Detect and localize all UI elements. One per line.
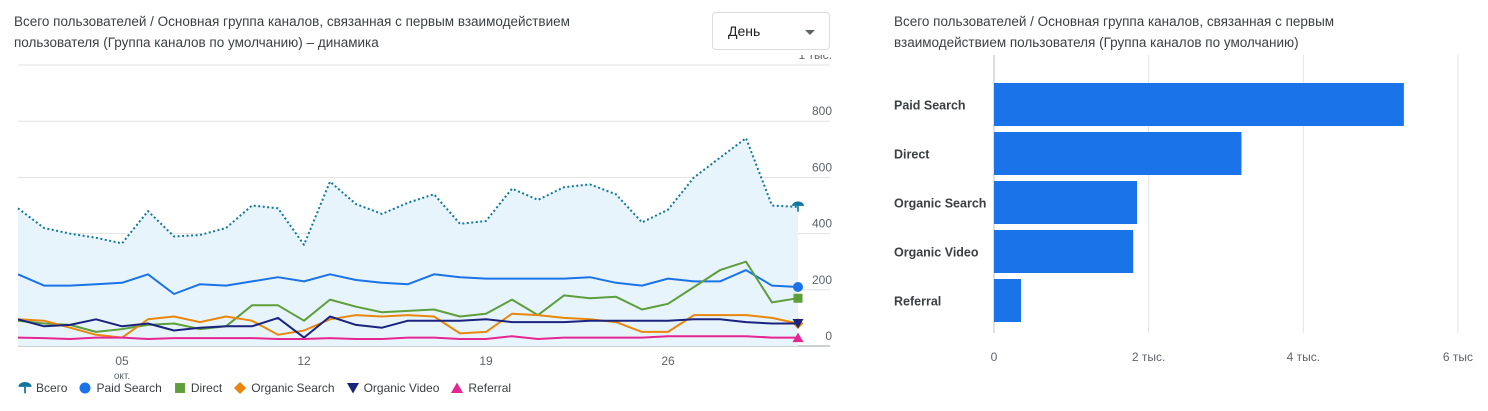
line-chart-title: Всего пользователей / Основная группа ка…	[14, 14, 570, 50]
bar-category-label: Referral	[894, 295, 941, 309]
circle-icon	[79, 382, 91, 394]
y-tick-label: 1 тыс.	[799, 55, 832, 62]
bar[interactable]	[994, 181, 1138, 224]
x-tick-sublabel: окт.	[114, 371, 130, 380]
y-tick-label: 200	[812, 273, 832, 287]
bar-chart: 0 2 тыс. 4 тыс. 6 тыс Paid Search Direct Organ…	[894, 55, 1473, 364]
x-tick-label: 0	[991, 350, 998, 364]
bar-chart-title: Всего пользователей / Основная группа ка…	[894, 14, 1335, 50]
x-tick-label: 4 тыс.	[1287, 350, 1320, 364]
bar-category-label: Paid Search	[894, 99, 966, 113]
y-tick-label: 0	[825, 329, 832, 343]
square-icon	[174, 383, 185, 393]
series-line-paid-search	[17, 269, 799, 295]
series-line-referral	[17, 335, 798, 340]
y-tick-label: 400	[812, 217, 832, 231]
series-end-marker	[793, 281, 803, 292]
x-tick-label: 6 тыс	[1443, 350, 1473, 364]
triangle-down-icon	[346, 383, 359, 394]
series-line-organic-search	[17, 312, 799, 339]
series-end-marker	[792, 201, 804, 212]
x-tick-label: 05	[115, 354, 129, 368]
pin-cap	[18, 381, 32, 387]
bar-category-label: Organic Video	[894, 246, 979, 260]
legend-label: Paid Search	[96, 381, 162, 395]
chart-legend: Всего Paid Search Direct Organic Search Orga…	[18, 381, 522, 395]
series-line-всего	[17, 137, 799, 246]
legend-item[interactable]: Organic Video	[346, 381, 440, 395]
series-line-organic-video	[17, 315, 798, 339]
x-tick-label: 2 тыс.	[1132, 350, 1165, 364]
legend-label: Organic Search	[251, 381, 335, 395]
legend-marker	[174, 383, 185, 393]
legend-item[interactable]: Organic Search	[233, 381, 335, 395]
chevron-down-icon	[805, 30, 815, 35]
legend-item[interactable]: Paid Search	[78, 381, 162, 395]
series-end-marker	[792, 332, 804, 343]
series-end-marker	[792, 319, 804, 329]
y-tick-label: 800	[812, 104, 832, 118]
legend-marker	[79, 382, 91, 394]
granularity-dropdown[interactable]: День	[712, 12, 830, 50]
bar[interactable]	[994, 230, 1134, 273]
x-tick-label: 19	[479, 354, 493, 368]
pin-cap	[792, 201, 804, 206]
pin-stem	[24, 386, 26, 394]
legend-label: Referral	[468, 381, 512, 395]
bar[interactable]	[994, 83, 1404, 126]
granularity-label: День	[728, 23, 761, 39]
series-end-marker	[793, 293, 803, 303]
line-chart: 0 200 400 600 800 1 тыс. 05 окт. 12 19 26	[17, 55, 832, 380]
x-tick-label: 12	[297, 354, 311, 368]
legend-marker	[451, 382, 464, 393]
bar-category-label: Direct	[894, 148, 930, 162]
pin-stem	[797, 205, 799, 212]
legend-item[interactable]: Referral	[450, 381, 511, 395]
x-tick-label: 26	[661, 354, 675, 368]
legend-marker	[234, 381, 247, 395]
series-line-direct	[17, 260, 799, 333]
legend-label: Всего	[36, 381, 68, 395]
diamond-icon	[234, 381, 247, 395]
legend-label: Direct	[190, 381, 223, 395]
legend-label: Organic Video	[363, 381, 440, 395]
y-tick-label: 600	[812, 160, 832, 174]
legend-item[interactable]: Всего	[18, 381, 67, 395]
bar-category-label: Organic Search	[894, 197, 986, 211]
legend-item[interactable]: Direct	[173, 381, 222, 395]
bar[interactable]	[994, 132, 1242, 175]
pin-icon	[18, 381, 32, 394]
legend-marker	[18, 381, 32, 394]
bar[interactable]	[994, 279, 1022, 322]
triangle-up-icon	[451, 382, 464, 393]
legend-marker	[346, 383, 359, 394]
